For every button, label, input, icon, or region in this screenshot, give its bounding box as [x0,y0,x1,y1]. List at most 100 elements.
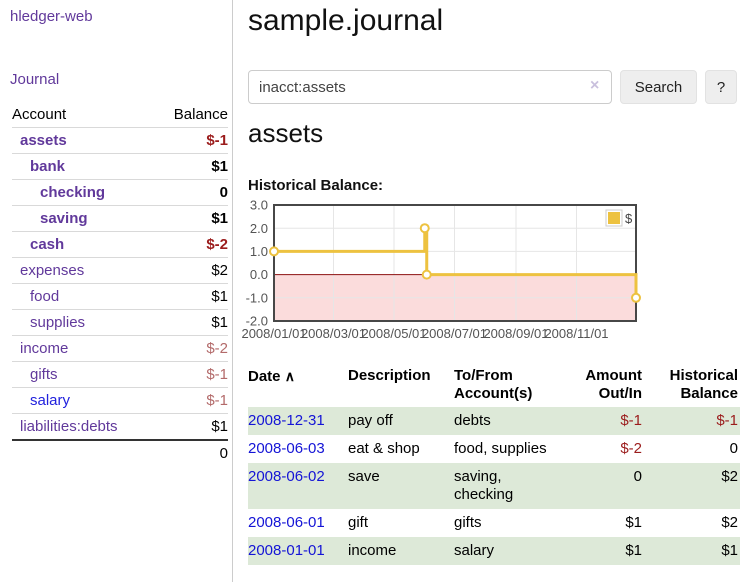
transaction-accounts: debts [454,412,491,429]
register-header-amount: Amount Out/In [585,367,642,402]
historical-balance-chart[interactable]: 3.0 2.0 1.0 0.0 -1.0 -2.0 2008/01/01 2008/03/01… [241,198,642,348]
transaction-accounts: saving, checking [454,468,514,503]
account-row: supplies $1 [12,309,228,336]
transaction-balance: $2 [721,468,738,485]
transaction-row[interactable]: 2008-06-03 eat & shop food, supplies $-2… [248,435,740,463]
account-balance: 0 [219,184,228,201]
register-header-date[interactable]: Date ∧ [248,368,295,385]
transaction-description: income [348,542,397,559]
transaction-description: gift [348,514,369,531]
svg-text:2008/01/01: 2008/01/01 [241,326,306,341]
search-input[interactable] [248,70,612,104]
account-link[interactable]: assets [20,132,67,149]
transaction-row[interactable]: 2008-12-31 pay off debts $-1 $-1 [248,407,740,435]
search-button[interactable]: Search [620,70,697,104]
svg-text:1.0: 1.0 [250,244,268,259]
accounts-header-balance: Balance [173,106,228,123]
transaction-date-link[interactable]: 2008-01-01 [248,542,325,559]
account-balance: $1 [211,418,228,435]
data-point-marker [631,292,641,303]
help-button[interactable]: ? [705,70,737,104]
app-brand-link[interactable]: hledger-web [10,8,93,25]
main-content: sample.journal × Search ? assets Histori… [241,0,740,582]
account-balance: $-1 [206,392,228,409]
account-balance: $-1 [206,366,228,383]
transaction-row[interactable]: 2008-06-01 gift gifts $1 $2 [248,509,740,537]
account-link[interactable]: salary [30,392,71,409]
account-heading: assets [248,118,324,148]
page-title: sample.journal [248,4,444,37]
data-point-marker [269,246,279,257]
transaction-row[interactable]: 2008-06-02 save saving, checking 0 $2 [248,463,740,509]
transaction-date-link[interactable]: 2008-06-02 [248,468,325,485]
transaction-date-link[interactable]: 2008-06-01 [248,514,325,531]
transaction-description: pay off [348,412,393,429]
account-link[interactable]: checking [40,184,106,201]
transaction-balance: $1 [721,542,738,559]
account-row: food $1 [12,283,228,310]
account-balance: $-1 [206,132,228,149]
account-link[interactable]: income [20,340,69,357]
svg-text:2008/07/01: 2008/07/01 [422,326,487,341]
svg-text:2.0: 2.0 [250,221,268,236]
svg-text:2008/03/01: 2008/03/01 [301,326,366,341]
transaction-balance: 0 [729,440,738,457]
account-row: checking 0 [12,179,228,206]
transaction-balance: $-1 [716,412,738,429]
accounts-table: Account Balance assets $-1 bank $1 [12,102,228,466]
account-link[interactable]: cash [30,236,65,253]
account-balance: $2 [211,262,228,279]
account-link[interactable]: expenses [20,262,85,279]
svg-text:3.0: 3.0 [250,198,268,213]
transaction-row[interactable]: 2008-01-01 income salary $1 $1 [248,537,740,565]
transaction-accounts: gifts [454,514,482,531]
svg-text:-2.0: -2.0 [246,314,268,329]
search-bar: × Search ? [248,70,740,104]
transaction-accounts: salary [454,542,495,559]
clear-search-icon[interactable]: × [590,77,600,94]
account-row: liabilities:debts $1 [12,413,228,440]
data-point-marker [421,269,432,280]
account-balance: $1 [211,288,228,305]
account-link[interactable]: bank [30,158,66,175]
svg-text:2008/05/01: 2008/05/01 [361,326,426,341]
account-balance: $1 [211,210,228,227]
transaction-date-link[interactable]: 2008-06-03 [248,440,325,457]
account-row: bank $1 [12,153,228,180]
sidebar-item-journal[interactable]: Journal [10,71,60,88]
chart-label: Historical Balance: [248,177,384,194]
account-link[interactable]: liabilities:debts [20,418,118,435]
svg-text:0.0: 0.0 [250,267,268,282]
accounts-total-row: 0 [12,439,228,466]
transaction-description: eat & shop [348,440,420,457]
account-row: gifts $-1 [12,361,228,388]
register-header-balance: Historical Balance [669,367,738,402]
account-link[interactable]: food [30,288,60,305]
svg-text:2008/09/01: 2008/09/01 [483,326,548,341]
svg-text:-1.0: -1.0 [246,290,268,305]
transaction-amount: $-2 [620,440,642,457]
accounts-header-row: Account Balance [12,102,228,128]
account-row: salary $-1 [12,387,228,414]
transaction-amount: $1 [625,514,642,531]
transaction-accounts: food, supplies [454,440,547,457]
transaction-description: save [348,468,380,485]
transaction-balance: $2 [721,514,738,531]
account-link[interactable]: gifts [30,366,58,383]
transaction-amount: 0 [633,468,642,485]
account-link[interactable]: saving [40,210,88,227]
data-point-marker [419,223,430,234]
accounts-total-value: 0 [154,439,228,466]
sidebar: hledger-web Journal Account Balance asse… [0,0,233,582]
legend-label: $ [625,211,633,226]
account-row: expenses $2 [12,257,228,284]
account-balance: $1 [211,314,228,331]
accounts-header-account: Account [12,106,67,123]
account-row: income $-2 [12,335,228,362]
svg-text:2008/11/01: 2008/11/01 [544,326,608,341]
transaction-amount: $-1 [620,412,642,429]
transaction-date-link[interactable]: 2008-12-31 [248,412,325,429]
transaction-amount: $1 [625,542,642,559]
sort-ascending-icon: ∧ [284,368,295,384]
account-link[interactable]: supplies [30,314,86,331]
